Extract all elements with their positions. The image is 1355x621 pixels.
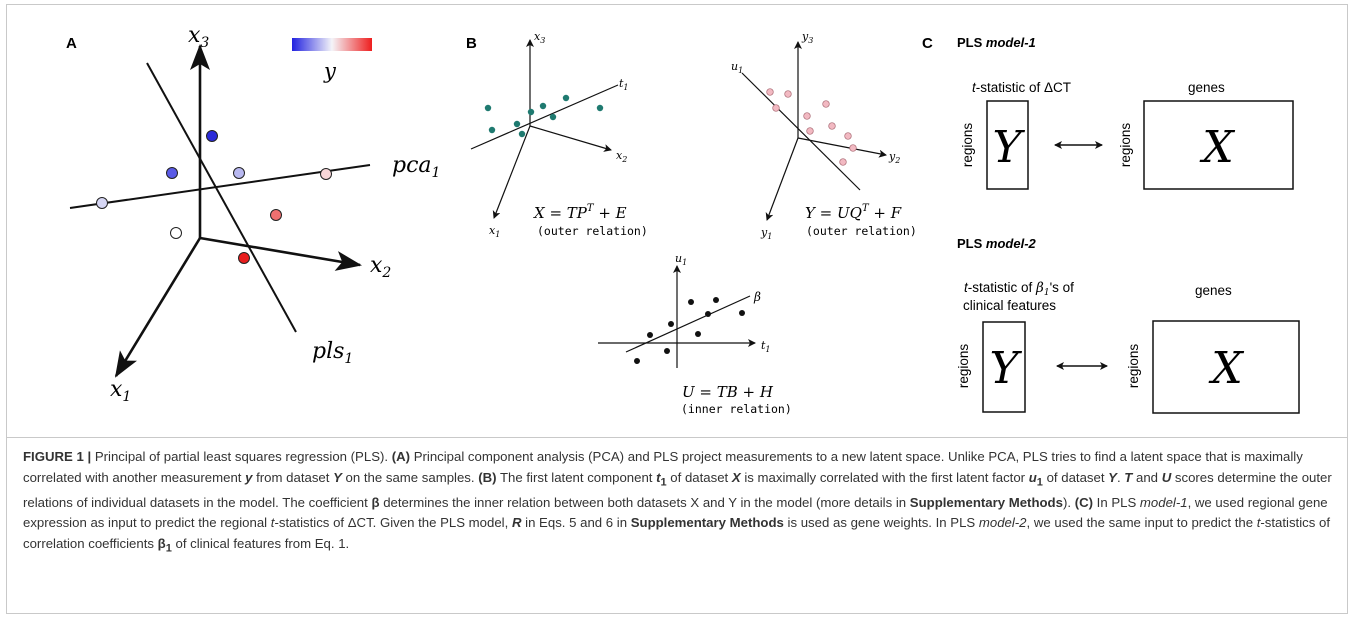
model-1-y-box [986,100,1029,190]
model-2-y-label: t-statistic of β1's of [964,280,1074,298]
label-pca1: pca1 [392,153,440,181]
label-x2: x2 [370,253,391,281]
y-latent-plot: y3 y2 y1 u1 Y = UQT + F (outer relation) [731,30,917,241]
y-outer-relation: (outer relation) [806,224,917,238]
model-2-y-box [982,321,1026,413]
x-outer-relation: (outer relation) [537,224,648,238]
model-1-regions-left: regions [960,123,975,168]
point [166,167,178,179]
model-2-regions-right: regions [1126,344,1141,389]
svg-text:β: β [753,290,761,304]
svg-text:x2: x2 [616,149,627,164]
inner-relation: (inner relation) [681,402,792,416]
colorbar-label: y [323,59,337,83]
model-2: PLS model-2 t-statistic of β1's of clini… [956,236,1300,414]
svg-text:x1: x1 [489,224,500,239]
svg-text:x3: x3 [534,30,545,45]
model-2-X: X [1208,343,1244,394]
axis-x1 [114,237,202,378]
model-1: PLS model-1 t-statistic of ΔCT genes reg… [957,35,1294,190]
model-2-genes-label: genes [1195,283,1232,298]
svg-text:u1: u1 [731,60,743,75]
model-1-y-label: t-statistic of ΔCT [972,80,1071,95]
model-1-X: X [1199,122,1235,173]
x-outer-equation: X = TPT + E [533,203,627,222]
axis-x2 [199,236,362,271]
model-2-title: PLS model-2 [957,236,1037,251]
label-x1: x1 [110,377,131,405]
svg-text:y3: y3 [801,30,813,45]
panel-b-letter: B [466,35,477,52]
inner-equation: U = TB + H [682,383,774,401]
figure-graphic: A y x3 x2 x1 pca1 pls1 B [66,23,1300,416]
model-1-genes-label: genes [1188,80,1225,95]
label-x3: x3 [188,23,209,51]
point [320,168,332,180]
model-1-x-box [1143,100,1294,190]
svg-text:y2: y2 [888,150,900,165]
x-latent-plot: x3 x2 x1 t1 X = TPT + E (outer relation) [470,30,648,239]
panel-a-letter: A [66,35,77,52]
point [206,130,218,142]
svg-text:t1: t1 [619,77,629,92]
pls-line [146,62,297,333]
y-outer-equation: Y = UQT + F [805,203,902,222]
point [96,197,108,209]
point [238,252,250,264]
model-1-title: PLS model-1 [957,35,1036,50]
point [233,167,245,179]
model-1-Y: Y [992,122,1025,173]
point [170,227,182,239]
svg-text:u1: u1 [675,252,687,267]
panel-b: B x3 x2 x1 t1 X = TPT + E (outer relatio… [466,30,917,416]
caption-divider [6,437,1348,438]
panel-c: C PLS model-1 t-statistic of ΔCT genes r… [922,35,1300,414]
point [270,209,282,221]
svg-text:y1: y1 [760,226,772,241]
panel-c-letter: C [922,35,933,52]
inner-relation-plot: u1 t1 β U = TB + H (inner relation) [598,252,792,416]
pca-line [69,164,371,209]
model-2-x-box [1152,320,1300,414]
model-1-regions-right: regions [1118,123,1133,168]
model-2-regions-left: regions [956,344,971,389]
model-2-y-label-line2: clinical features [963,298,1056,313]
panel-a: A y x3 x2 x1 pca1 pls1 [66,23,440,405]
svg-text:t1: t1 [761,339,771,354]
colorbar [292,38,372,51]
label-pls1: pls1 [312,339,353,367]
figure-caption: FIGURE 1 | Principal of partial least sq… [23,449,1332,555]
model-2-Y: Y [989,343,1022,394]
